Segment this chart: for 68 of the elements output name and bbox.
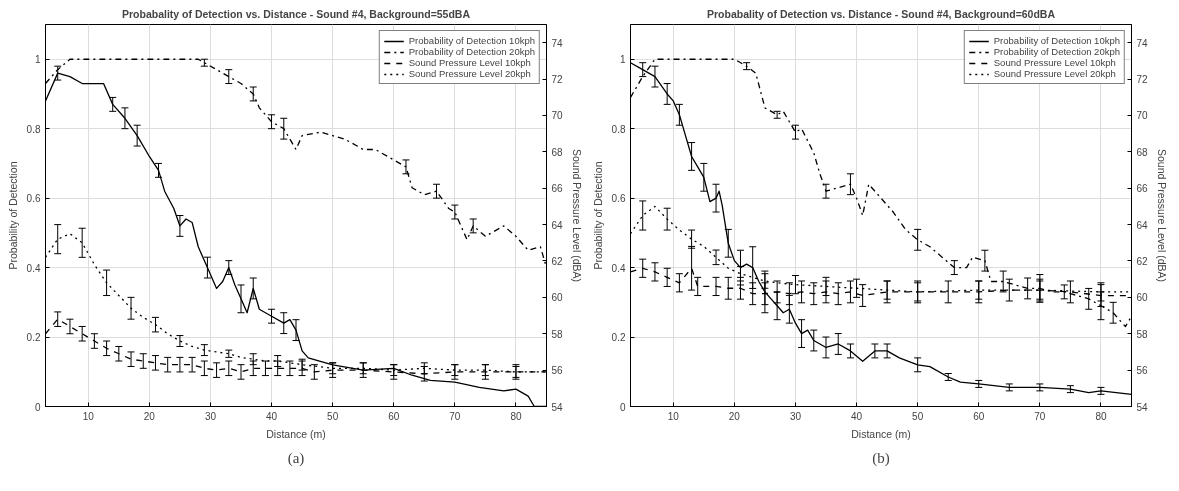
text: (b) [872, 449, 890, 467]
y2-axis-title: Sound Pressure Level (dBA) [570, 148, 583, 283]
x-tick-label: 70 [1034, 410, 1046, 422]
y2-tick-label: 64 [1136, 219, 1149, 231]
x-tick-label: 20 [728, 410, 741, 422]
y-tick-label: 0.4 [26, 262, 41, 274]
y-tick-label: 0.2 [611, 332, 626, 344]
y2-tick-label: 72 [1136, 74, 1149, 86]
y2-tick-label: 64 [551, 219, 564, 231]
y-tick-label: 0.6 [26, 193, 41, 205]
x-tick-label: 70 [449, 410, 461, 422]
y-tick-label: 0.2 [26, 332, 41, 344]
x-tick-label: 20 [143, 410, 156, 422]
y-tick-label: 0 [34, 401, 41, 413]
x-tick-label: 30 [204, 410, 217, 422]
y-axis-title: Probability of Detection [591, 161, 604, 270]
y2-tick-label: 58 [551, 328, 564, 340]
x-tick-label: 80 [1095, 410, 1107, 422]
legend-label: Sound Pressure Level 20kph [408, 68, 531, 79]
y2-tick-label: 68 [551, 146, 564, 158]
y2-tick-label: 62 [1136, 255, 1149, 267]
x-axis-title: Distance (m) [266, 427, 326, 440]
chart-title: Probabality of Detection vs. Distance - Sound #4, Background=60dBA [706, 7, 1056, 20]
x-tick-label: 50 [912, 410, 924, 422]
legend-label: Probability of Detection 10kph [408, 35, 535, 46]
y2-tick-label: 54 [551, 401, 564, 413]
y2-tick-label: 54 [1136, 401, 1149, 413]
y2-tick-label: 56 [1136, 365, 1149, 377]
legend-label: Sound Pressure Level 10kph [408, 57, 531, 68]
y2-tick-label: 66 [551, 183, 564, 195]
legend-label: Probability of Detection 20kph [408, 46, 535, 57]
y-tick-label: 0.4 [611, 262, 626, 274]
x-tick-label: 60 [973, 410, 985, 422]
y-tick-label: 0.8 [26, 123, 41, 135]
y-tick-label: 0.8 [611, 123, 626, 135]
y-tick-label: 1 [34, 54, 41, 66]
y-tick-label: 1 [619, 54, 626, 66]
x-tick-label: 10 [82, 410, 95, 422]
x-tick-label: 40 [266, 410, 278, 422]
y2-tick-label: 62 [551, 255, 564, 267]
text: (a) [287, 449, 305, 467]
x-tick-label: 60 [388, 410, 400, 422]
y2-tick-label: 72 [551, 74, 564, 86]
x-tick-label: 30 [789, 410, 802, 422]
x-tick-label: 80 [510, 410, 522, 422]
y2-tick-label: 74 [551, 37, 564, 49]
legend-label: Probability of Detection 10kph [993, 35, 1120, 46]
y2-tick-label: 68 [1136, 146, 1149, 158]
y2-tick-label: 60 [1136, 292, 1149, 304]
y2-axis-title: Sound Pressure Level (dBA) [1155, 148, 1168, 283]
y2-tick-label: 66 [1136, 183, 1149, 195]
x-axis-title: Distance (m) [851, 427, 911, 440]
y-tick-label: 0.6 [611, 193, 626, 205]
y-tick-label: 0 [619, 401, 626, 413]
legend-label: Sound Pressure Level 10kph [993, 57, 1116, 68]
y-axis-title: Probability of Detection [6, 161, 19, 270]
y2-tick-label: 58 [1136, 328, 1149, 340]
x-tick-label: 40 [851, 410, 863, 422]
legend-label: Sound Pressure Level 20kph [993, 68, 1116, 79]
x-tick-label: 50 [327, 410, 339, 422]
y2-tick-label: 70 [551, 110, 564, 122]
y2-tick-label: 70 [1136, 110, 1149, 122]
legend-label: Probability of Detection 20kph [993, 46, 1120, 57]
y2-tick-label: 60 [551, 292, 564, 304]
chart-title: Probabality of Detection vs. Distance - Sound #4, Background=55dBA [121, 7, 471, 20]
x-tick-label: 10 [667, 410, 680, 422]
y2-tick-label: 74 [1136, 37, 1149, 49]
y2-tick-label: 56 [551, 365, 564, 377]
